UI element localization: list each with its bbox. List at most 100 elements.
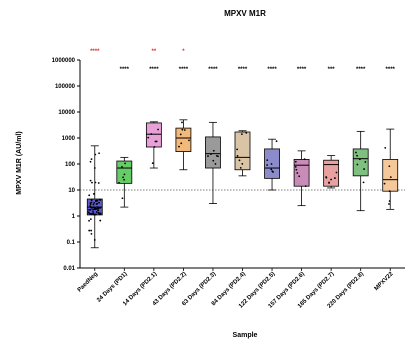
data-point — [245, 131, 248, 134]
y-axis-label: MPXV M1R (AU/ml) — [16, 131, 23, 194]
data-point — [93, 201, 96, 204]
data-point — [123, 173, 126, 176]
x-tick-label: MPXV22 — [374, 271, 395, 292]
y-tick-label: 100000 — [55, 84, 76, 90]
box — [205, 136, 221, 169]
data-point — [92, 203, 95, 206]
data-point — [178, 145, 180, 148]
data-point — [328, 181, 330, 184]
data-point — [123, 178, 126, 181]
data-point — [266, 164, 269, 166]
data-point — [98, 152, 100, 155]
significance-black: **** — [386, 67, 396, 73]
data-point — [92, 193, 95, 195]
data-point — [91, 207, 93, 209]
data-point — [151, 162, 154, 165]
chart-title: MPXV M1R — [224, 9, 266, 18]
data-point — [363, 168, 365, 170]
data-point — [212, 159, 215, 162]
data-point — [88, 194, 91, 197]
data-point — [388, 200, 391, 202]
data-point — [93, 239, 96, 241]
data-point — [97, 182, 100, 184]
data-point — [94, 153, 97, 156]
y-tick-label: 100 — [65, 162, 76, 168]
data-point — [384, 146, 387, 149]
data-point — [238, 159, 241, 162]
data-point — [389, 176, 392, 179]
y-tick-label: 0.1 — [67, 240, 76, 246]
data-point — [188, 139, 190, 142]
data-point — [214, 163, 217, 165]
data-point — [95, 213, 97, 216]
y-tick-label: 10 — [68, 188, 75, 194]
data-point — [96, 199, 99, 202]
data-point — [157, 128, 159, 131]
data-point — [92, 208, 94, 211]
data-point — [179, 133, 182, 136]
data-point — [356, 163, 359, 166]
x-axis-label: Sample — [233, 332, 258, 339]
data-point — [97, 209, 100, 212]
box — [382, 159, 399, 192]
data-point — [388, 165, 391, 168]
y-tick-label: 1 — [72, 214, 76, 220]
data-point — [236, 148, 239, 151]
data-point — [334, 177, 336, 179]
y-tick-label: 0.01 — [63, 266, 75, 272]
data-point — [383, 182, 386, 185]
data-point — [96, 202, 99, 205]
data-point — [92, 212, 95, 215]
data-point — [303, 158, 306, 161]
data-point — [388, 190, 391, 193]
box — [175, 127, 192, 152]
data-point — [364, 161, 367, 163]
data-point — [275, 140, 278, 143]
data-point — [270, 163, 273, 165]
box — [293, 159, 310, 187]
plot-area: 0.01 0.1 1 10 100 1000 10000 100000 1000000 PaedN… — [52, 49, 405, 310]
data-point — [93, 208, 96, 210]
data-point — [217, 155, 219, 158]
data-point — [210, 153, 212, 155]
data-point — [90, 229, 93, 232]
data-point — [241, 162, 244, 165]
data-point — [118, 181, 120, 184]
x-tick-label: 24 Days (PD1) — [96, 271, 129, 304]
data-point — [89, 218, 92, 221]
data-point — [124, 162, 127, 165]
data-point — [183, 129, 186, 131]
y-tick-label: 1000 — [62, 136, 76, 142]
data-point — [270, 168, 273, 171]
data-point — [236, 155, 239, 157]
data-point — [92, 206, 95, 209]
box — [116, 160, 133, 184]
data-point — [272, 171, 274, 173]
data-point — [388, 203, 390, 205]
data-point — [181, 128, 184, 131]
data-point — [97, 207, 100, 209]
data-point — [239, 166, 242, 169]
significance-black: **** — [238, 67, 248, 73]
data-point — [88, 209, 90, 211]
significance-red: ** — [152, 49, 157, 55]
data-point — [266, 159, 269, 162]
data-point — [99, 206, 102, 209]
data-point — [89, 202, 92, 205]
significance-red: **** — [90, 49, 100, 55]
y-tick-label: 1000000 — [52, 58, 76, 64]
data-point — [155, 140, 158, 143]
data-point — [121, 165, 123, 168]
data-point — [298, 175, 301, 178]
data-point — [96, 206, 99, 208]
data-point — [153, 146, 156, 148]
data-point — [89, 208, 92, 211]
box — [323, 159, 340, 187]
data-point — [99, 219, 102, 222]
data-point — [154, 140, 157, 143]
data-point — [325, 176, 328, 179]
data-point — [93, 167, 96, 169]
data-point — [304, 185, 307, 188]
significance-black: **** — [179, 67, 189, 73]
